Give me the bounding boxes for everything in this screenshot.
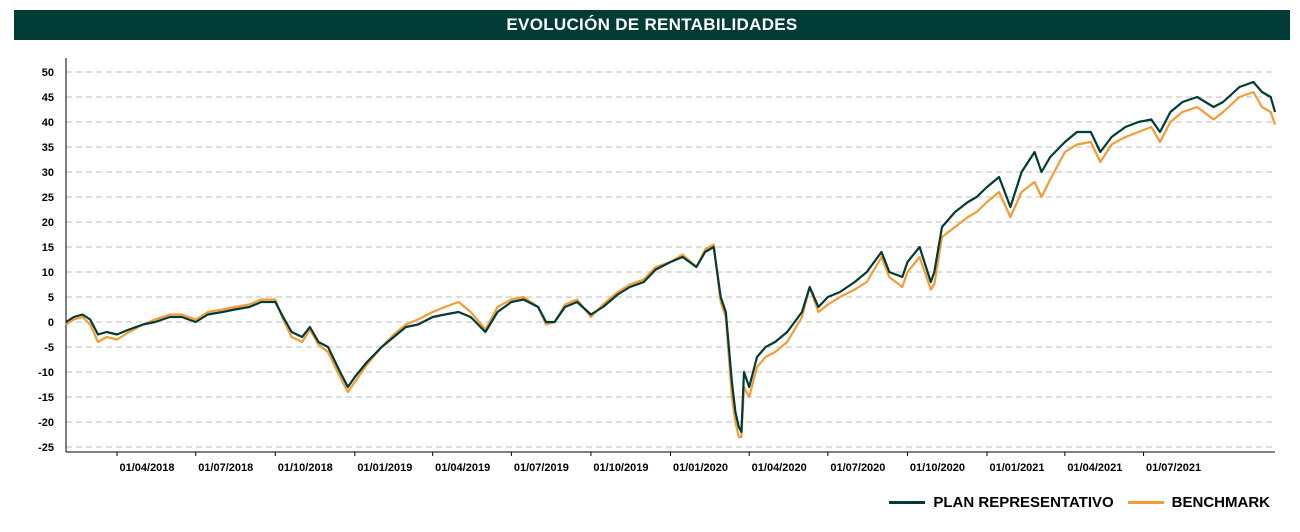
series-line-benchmark [65,90,1277,439]
chart-legend: PLAN REPRESENTATIVO BENCHMARK [875,494,1270,511]
chart-title-bar: EVOLUCIÓN DE RENTABILIDADES [14,10,1290,40]
x-tick-label: 01/01/2019 [357,462,412,474]
x-tick-label: 01/07/2021 [1146,462,1201,474]
legend-label-plan: PLAN REPRESENTATIVO [933,494,1114,511]
y-tick-label: 35 [42,142,54,154]
legend-label-benchmark: BENCHMARK [1171,494,1270,511]
y-tick-label: 10 [42,267,54,279]
y-tick-label: -25 [38,442,54,454]
y-tick-label: 30 [42,167,54,179]
y-tick-label: 40 [42,117,54,129]
x-tick-label: 01/10/2018 [278,462,333,474]
x-tick-label: 01/04/2021 [1067,462,1122,474]
y-tick-label: 45 [42,92,54,104]
y-tick-label: -15 [38,392,54,404]
y-tick-label: -5 [44,342,54,354]
legend-item-plan: PLAN REPRESENTATIVO [889,494,1114,511]
y-tick-label: -20 [38,417,54,429]
series-line-plan-representativo [65,80,1277,434]
y-tick-label: 20 [42,217,54,229]
y-tick-label: 5 [48,292,54,304]
y-tick-label: 15 [42,242,54,254]
legend-swatch-plan [889,501,926,504]
y-tick-label: 0 [48,317,54,329]
chart-title: EVOLUCIÓN DE RENTABILIDADES [506,15,798,34]
x-tick-label: 01/04/2019 [435,462,490,474]
x-tick-label: 01/07/2018 [198,462,253,474]
x-tick-label: 01/07/2019 [514,462,569,474]
x-tick-label: 01/07/2020 [830,462,885,474]
y-tick-label: -10 [38,367,54,379]
legend-item-benchmark: BENCHMARK [1127,494,1270,511]
x-tick-label: 01/04/2018 [119,462,174,474]
x-tick-label: 01/01/2021 [989,462,1044,474]
legend-swatch-benchmark [1127,501,1164,504]
y-tick-label: 25 [42,192,54,204]
x-tick-label: 01/10/2019 [593,462,648,474]
x-tick-label: 01/04/2020 [752,462,807,474]
y-tick-label: 50 [42,67,54,79]
x-tick-label: 01/01/2020 [673,462,728,474]
x-tick-label: 01/10/2020 [910,462,965,474]
